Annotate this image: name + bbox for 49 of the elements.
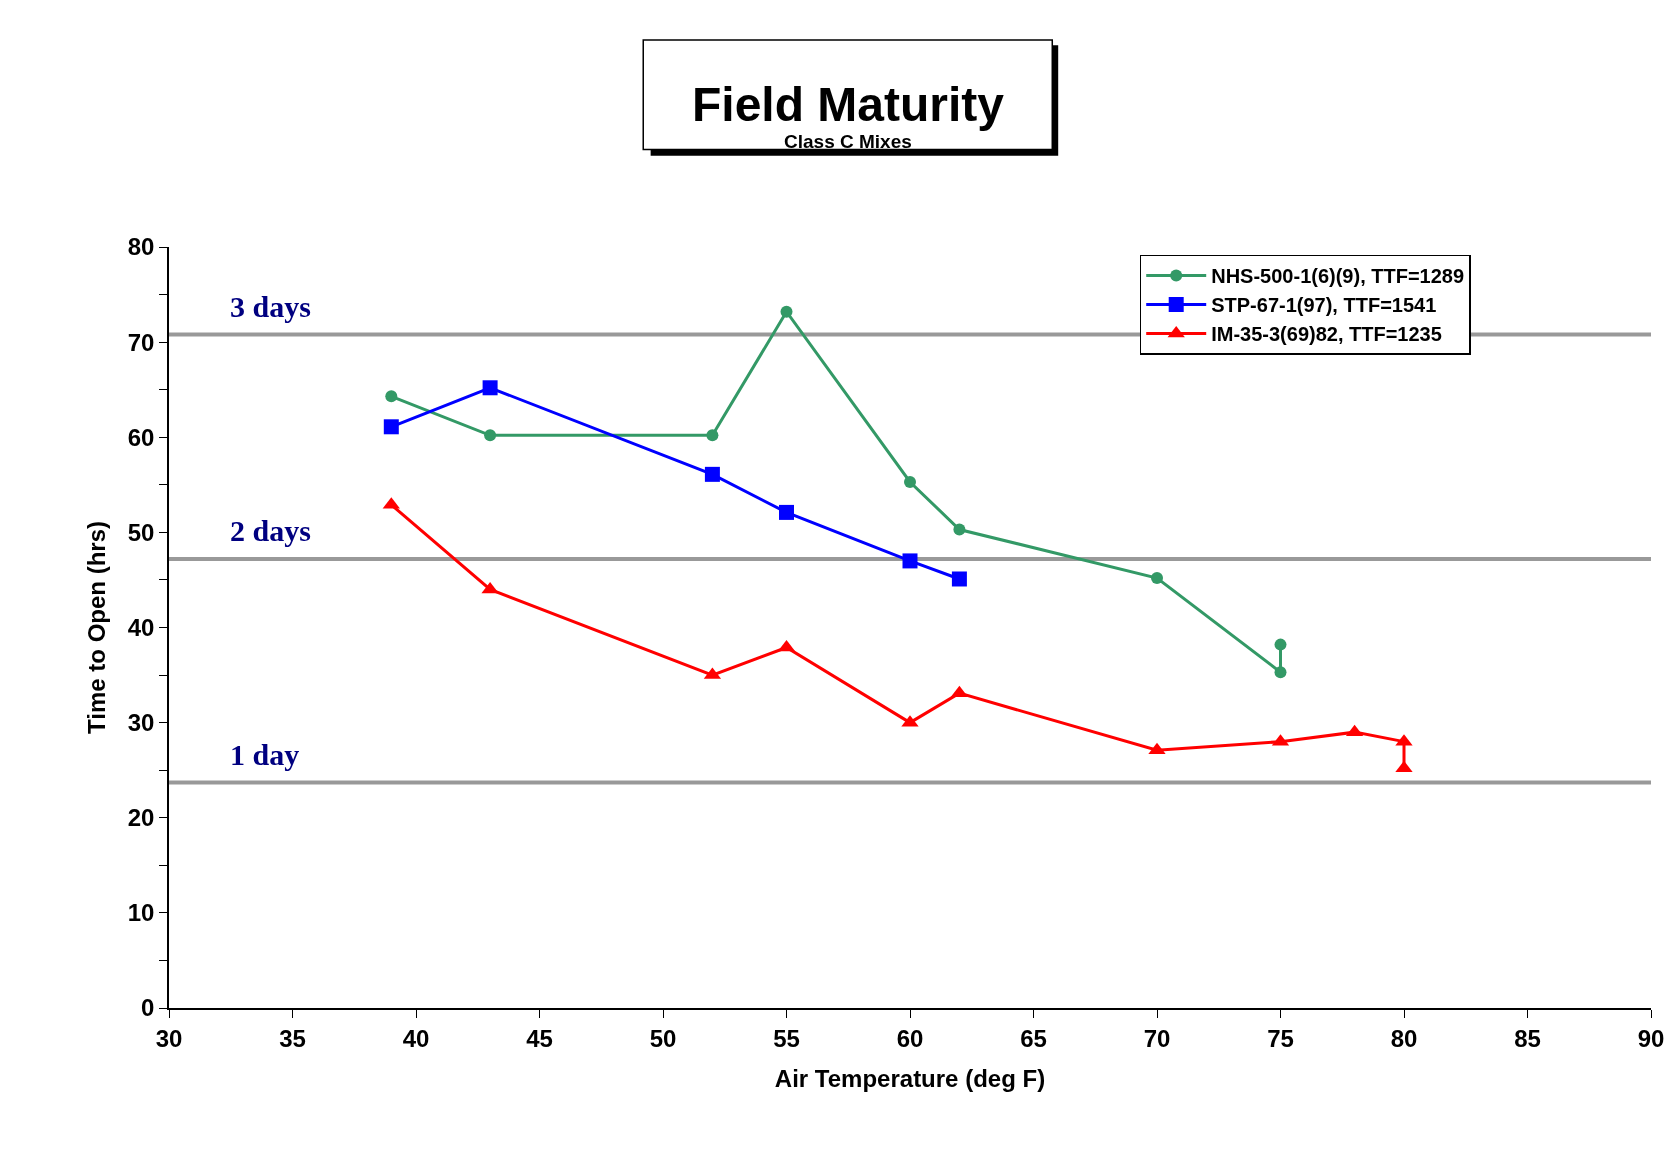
point [704, 466, 720, 482]
x-tick-label: 60 [896, 1024, 924, 1052]
ref-line-label: 1 day [230, 738, 300, 771]
legend-label: STP-67-1(97), TTF=1541 [1211, 294, 1437, 317]
x-tick-label: 80 [1390, 1024, 1418, 1052]
y-axis-title: Time to Open (hrs) [83, 521, 111, 734]
x-tick-label: 75 [1267, 1024, 1294, 1052]
point [953, 523, 966, 536]
x-tick-label: 40 [402, 1024, 430, 1052]
y-tick-label: 80 [127, 233, 155, 261]
point [383, 419, 399, 435]
point [1274, 666, 1287, 679]
x-tick-label: 50 [649, 1024, 677, 1052]
y-tick-label: 70 [127, 328, 155, 356]
point [1395, 760, 1413, 773]
legend-label: NHS-500-1(6)(9), TTF=1289 [1211, 265, 1465, 288]
point [951, 571, 967, 587]
point [779, 504, 794, 520]
point [904, 475, 916, 488]
ref-line-label: 2 days [230, 514, 311, 547]
y-tick-label: 10 [127, 899, 155, 927]
y-tick-label: 60 [127, 423, 155, 451]
y-tick-label: 30 [127, 709, 155, 737]
y-tick-label: 50 [127, 518, 155, 546]
x-tick-label: 35 [279, 1024, 306, 1052]
y-tick-label: 20 [127, 804, 155, 832]
point [484, 429, 497, 442]
point [482, 380, 498, 396]
point [1274, 638, 1287, 651]
y-tick-label: 40 [127, 613, 155, 641]
point [481, 581, 499, 594]
x-tick-label: 55 [773, 1024, 800, 1052]
x-tick-label: 30 [155, 1024, 183, 1052]
point [385, 390, 398, 403]
x-tick-label: 90 [1637, 1024, 1665, 1052]
point [1151, 572, 1163, 585]
ref-line-label: 3 days [230, 290, 311, 323]
legend-label: IM-35-3(69)82, TTF=1235 [1211, 323, 1442, 346]
point [706, 429, 719, 442]
x-axis-title: Air Temperature (deg F) [774, 1065, 1046, 1093]
point [780, 305, 793, 318]
x-tick-label: 70 [1143, 1024, 1171, 1052]
chart-title: Field Maturity [692, 78, 1005, 131]
x-tick-label: 85 [1514, 1024, 1541, 1052]
x-tick-label: 45 [526, 1024, 553, 1052]
point [902, 553, 918, 569]
x-tick-label: 65 [1020, 1024, 1047, 1052]
y-tick-label: 0 [141, 994, 155, 1022]
chart-subtitle: Class C Mixes [784, 131, 912, 152]
